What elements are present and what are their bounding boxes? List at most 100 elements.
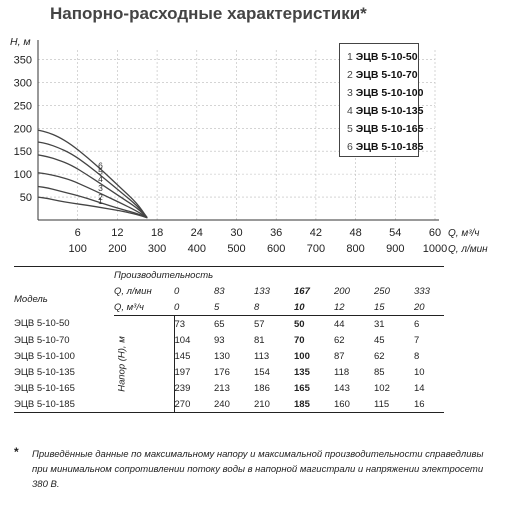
legend-number: 6 — [347, 141, 353, 153]
value-cell: 31 — [374, 318, 385, 330]
x-tick-label-m3h: 24 — [191, 227, 203, 239]
model-header: Модель — [14, 293, 48, 305]
y-tick-label: 300 — [14, 77, 32, 89]
q-m3h-cell: 5 — [214, 299, 254, 316]
model-cell: ЭЦВ 5-10-165 — [14, 382, 75, 394]
value-cell: 270 — [173, 396, 214, 413]
value-cell: 8 — [414, 350, 420, 362]
legend-item: 5 ЭЦВ 5-10-165 — [347, 120, 423, 138]
q-lmin-cell: 0 — [174, 285, 180, 297]
value-cell: 85 — [374, 366, 385, 378]
x-tick-label-lmin: 300 — [148, 243, 166, 255]
x-tick-label-m3h: 42 — [310, 227, 322, 239]
table-row: ЭЦВ 5-10-185 270 240 210 185 160 115 16 — [14, 396, 444, 413]
value-cell: 197 — [173, 364, 214, 380]
x-tick-label-lmin: 100 — [69, 243, 87, 255]
table-row: ЭЦВ 5-10-50 Напор (Н), м 73 65 57 50 44 … — [14, 315, 444, 392]
model-cell: ЭЦВ 5-10-70 — [14, 334, 70, 346]
table-row: ЭЦВ 5-10-100 145 130 113 100 87 62 8 — [14, 348, 444, 364]
x-tick-label-lmin: 800 — [346, 243, 364, 255]
chart-legend: 1 ЭЦВ 5-10-50 2 ЭЦВ 5-10-70 3 ЭЦВ 5-10-1… — [339, 43, 423, 157]
value-cell: 81 — [254, 334, 265, 346]
q-lmin-cell: 167 — [294, 285, 310, 297]
x-tick-label-m3h: 48 — [349, 227, 361, 239]
value-cell: 10 — [414, 366, 425, 378]
productivity-header: Производительность — [114, 266, 444, 283]
value-cell: 45 — [374, 334, 385, 346]
series-number-label: 2 — [98, 192, 103, 202]
value-cell: 145 — [173, 348, 214, 364]
value-cell: 154 — [254, 366, 270, 378]
value-cell: 62 — [374, 350, 385, 362]
model-cell: ЭЦВ 5-10-50 — [14, 318, 70, 330]
value-cell: 130 — [214, 350, 230, 362]
legend-model: ЭЦВ 5-10-70 — [355, 69, 418, 81]
table-row: ЭЦВ 5-10-165 239 213 186 165 143 102 14 — [14, 380, 444, 396]
value-cell: 113 — [254, 350, 270, 362]
series-number-label: 1 — [98, 196, 103, 206]
value-cell: 6 — [414, 318, 420, 330]
head-flow-chart: 3503002502001501005061001220018300244003… — [10, 36, 488, 255]
series-curve — [37, 129, 148, 219]
x-tick-label-m3h: 30 — [230, 227, 242, 239]
legend-item: 6 ЭЦВ 5-10-185 — [347, 138, 423, 156]
legend-model: ЭЦВ 5-10-185 — [355, 141, 424, 153]
value-cell: 87 — [334, 350, 345, 362]
q-m3h-cell: 12 — [334, 299, 374, 316]
value-cell: 104 — [173, 332, 214, 348]
q-lmin-cell: 83 — [214, 285, 225, 297]
value-cell: 185 — [294, 398, 310, 410]
model-cell: ЭЦВ 5-10-185 — [14, 398, 75, 410]
value-cell: 115 — [374, 398, 390, 410]
value-cell: 14 — [414, 382, 425, 394]
series-number-label: 5 — [98, 166, 103, 176]
legend-model: ЭЦВ 5-10-135 — [355, 105, 424, 117]
x-tick-label-m3h: 36 — [270, 227, 282, 239]
q-lmin-cell: 133 — [254, 285, 270, 297]
x-tick-label-lmin: 200 — [108, 243, 126, 255]
legend-model: ЭЦВ 5-10-50 — [355, 51, 418, 63]
y-tick-label: 200 — [14, 123, 32, 135]
model-cell: ЭЦВ 5-10-100 — [14, 350, 75, 362]
value-cell: 176 — [214, 366, 230, 378]
q-m3h-cell: 20 — [414, 299, 444, 316]
y-tick-label: 250 — [14, 100, 32, 112]
x-axis-title-m3h: Q, м³/ч — [448, 228, 479, 239]
value-cell: 100 — [294, 350, 310, 362]
q-m3h-cell: 8 — [254, 299, 294, 316]
head-label: Напор (Н), м — [116, 336, 128, 392]
chart-curves — [37, 129, 148, 219]
x-tick-label-lmin: 400 — [188, 243, 206, 255]
value-cell: 135 — [294, 366, 310, 378]
chart-labels: 3503002502001501005061001220018300244003… — [10, 36, 488, 255]
table-row: ЭЦВ 5-10-70 104 93 81 70 62 45 7 — [14, 332, 444, 348]
y-tick-label: 150 — [14, 146, 32, 158]
series-number-label: 3 — [98, 183, 103, 193]
x-tick-label-lmin: 700 — [307, 243, 325, 255]
value-cell: 143 — [334, 382, 350, 394]
value-cell: 240 — [214, 398, 230, 410]
legend-number: 3 — [347, 87, 353, 99]
q-lmin-cell: 250 — [374, 285, 390, 297]
x-tick-label-lmin: 600 — [267, 243, 285, 255]
legend-model: ЭЦВ 5-10-165 — [355, 123, 424, 135]
chart-title: Напорно-расходные характеристики* — [50, 4, 367, 23]
x-tick-label-m3h: 6 — [75, 227, 81, 239]
value-cell: 102 — [374, 382, 390, 394]
value-cell: 16 — [414, 398, 425, 410]
series-curve — [37, 196, 148, 219]
x-tick-label-m3h: 60 — [429, 227, 441, 239]
value-cell: 118 — [334, 366, 350, 378]
value-cell: 210 — [254, 398, 270, 410]
q-lmin-cell: 333 — [414, 285, 430, 297]
legend-item: 1 ЭЦВ 5-10-50 — [347, 48, 418, 66]
value-cell: 186 — [254, 382, 270, 394]
value-cell: 165 — [294, 382, 310, 394]
legend-model: ЭЦВ 5-10-100 — [355, 87, 424, 99]
q-m3h-cell: 15 — [374, 299, 414, 316]
chart-axes — [37, 40, 439, 221]
q-m3h-label: Q, м³/ч — [114, 299, 174, 316]
value-cell: 73 — [173, 315, 214, 332]
value-cell: 62 — [334, 334, 345, 346]
head-axis-cell: Напор (Н), м — [114, 316, 174, 413]
